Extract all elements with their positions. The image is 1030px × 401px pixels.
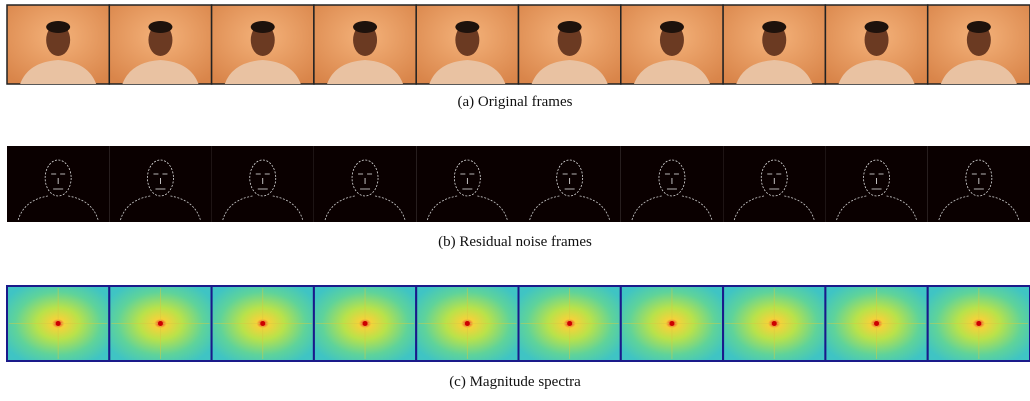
hair xyxy=(148,21,172,33)
residual-frames xyxy=(7,146,1030,222)
dc-peak xyxy=(976,321,981,326)
hair xyxy=(455,21,479,33)
caption: (c) Magnitude spectra xyxy=(449,374,581,390)
dc-peak xyxy=(158,321,163,326)
hair xyxy=(251,21,275,33)
hair xyxy=(967,21,991,33)
hair xyxy=(46,21,70,33)
caption: (a) Original frames xyxy=(458,94,573,110)
dc-peak xyxy=(874,321,879,326)
original-frames xyxy=(7,5,1030,84)
hair xyxy=(865,21,889,33)
page: (a) Original frames (b) Residual noise f… xyxy=(0,0,1030,401)
dc-peak xyxy=(363,321,368,326)
caption: (b) Residual noise frames xyxy=(438,234,592,250)
hair xyxy=(660,21,684,33)
dc-peak xyxy=(56,321,61,326)
hair xyxy=(353,21,377,33)
figure: (a) Original frames (b) Residual noise f… xyxy=(0,0,1030,401)
hair xyxy=(558,21,582,33)
dc-peak xyxy=(465,321,470,326)
dc-peak xyxy=(669,321,674,326)
dc-peak xyxy=(567,321,572,326)
spectra-frames xyxy=(7,286,1030,361)
dc-peak xyxy=(260,321,265,326)
hair xyxy=(762,21,786,33)
dc-peak xyxy=(772,321,777,326)
